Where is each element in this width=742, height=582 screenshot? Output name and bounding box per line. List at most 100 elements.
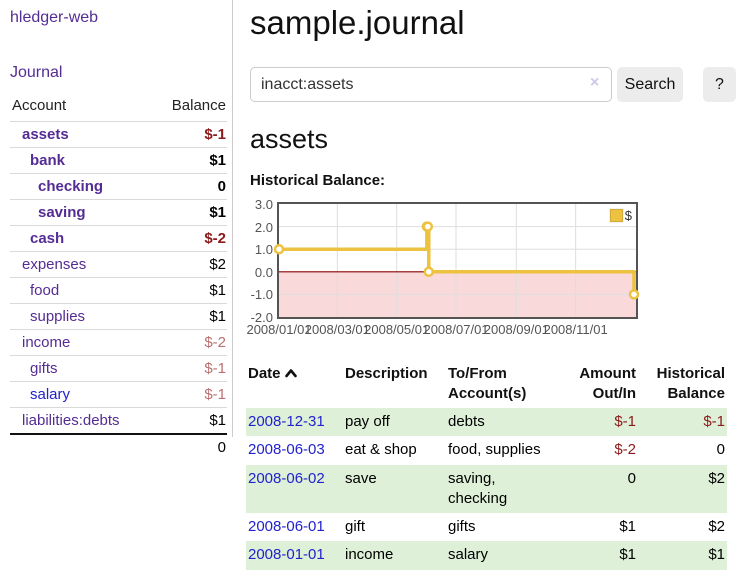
account-balance-table: Account Balance assets $-1 bank $1 check… xyxy=(10,95,227,460)
account-balance: $1 xyxy=(154,199,227,226)
transaction-row: 2008-06-03 eat & shop food, supplies $-2… xyxy=(246,436,727,464)
account-balance: $2 xyxy=(154,251,227,278)
description-column-header: Description xyxy=(345,365,428,382)
clear-search-icon[interactable]: × xyxy=(590,74,600,91)
transaction-accounts: gifts xyxy=(448,518,476,535)
account-row: food $1 xyxy=(10,277,227,304)
transaction-date-link[interactable]: 2008-12-31 xyxy=(248,413,325,430)
sidebar-account-expenses[interactable]: expenses xyxy=(22,256,87,273)
sidebar-account-salary[interactable]: salary xyxy=(30,386,71,403)
transaction-description: save xyxy=(345,469,377,487)
chart-title: Historical Balance: xyxy=(250,172,386,189)
sidebar-account-bank[interactable]: bank xyxy=(30,152,66,169)
transaction-accounts: saving, checking xyxy=(448,469,508,507)
sidebar-account-liabilities-debts[interactable]: liabilities:debts xyxy=(22,412,120,429)
account-row: gifts $-1 xyxy=(10,355,227,382)
search-button[interactable]: Search xyxy=(617,67,683,102)
account-balance: $1 xyxy=(154,303,227,330)
y-axis-tick-label: -2.0 xyxy=(250,310,273,325)
register-header-row: Date Description To/From Account(s) Amou… xyxy=(246,361,727,408)
balance-column-header: Balance xyxy=(171,97,226,114)
account-balance: $-2 xyxy=(154,329,227,356)
help-button[interactable]: ? xyxy=(703,67,736,102)
sidebar-account-cash[interactable]: cash xyxy=(30,230,65,247)
accounts-total-value: 0 xyxy=(154,433,227,460)
transaction-row: 2008-06-01 gift gifts $1 $2 xyxy=(246,513,727,541)
transaction-balance: $-1 xyxy=(703,413,725,430)
search-form: × Search ? xyxy=(250,67,742,102)
account-row: supplies $1 xyxy=(10,303,227,330)
transaction-row: 2008-12-31 pay off debts $-1 $-1 xyxy=(246,408,727,437)
transaction-amount: 0 xyxy=(627,469,636,487)
sidebar-account-checking[interactable]: checking xyxy=(38,178,104,195)
transaction-amount: $1 xyxy=(619,546,636,564)
y-axis-tick-label: 0.0 xyxy=(254,264,273,280)
main-content: sample.journal × Search ? assets Histori… xyxy=(246,0,742,570)
account-row: expenses $2 xyxy=(10,251,227,278)
y-axis-tick-label: 3.0 xyxy=(254,197,273,212)
legend-swatch-icon xyxy=(609,209,623,222)
account-balance: $-1 xyxy=(154,121,227,148)
y-axis-tick-label: 2.0 xyxy=(254,219,273,235)
chart-legend: $ xyxy=(609,208,632,223)
account-balance: $1 xyxy=(154,407,227,434)
transaction-description: eat & shop xyxy=(345,441,417,459)
sidebar-account-saving[interactable]: saving xyxy=(38,204,86,221)
transaction-date-link[interactable]: 2008-06-01 xyxy=(248,518,325,535)
legend-series-label: $ xyxy=(624,208,632,223)
account-column-header: To/From Account(s) xyxy=(448,365,527,402)
accounts-total-row: 0 xyxy=(10,433,227,460)
sidebar-account-assets[interactable]: assets xyxy=(22,126,69,143)
account-row: income $-2 xyxy=(10,329,227,356)
sidebar: hledger-web Journal Account Balance asse… xyxy=(0,0,233,460)
register-table: Date Description To/From Account(s) Amou… xyxy=(246,361,727,570)
sidebar-account-gifts[interactable]: gifts xyxy=(30,360,58,377)
transaction-balance: $1 xyxy=(708,546,725,564)
search-input[interactable] xyxy=(250,67,612,102)
x-axis-tick-label: 2008/03/01 xyxy=(304,322,370,337)
account-row: bank $1 xyxy=(10,147,227,174)
y-axis-tick-label: -1.0 xyxy=(250,287,273,303)
account-balance: $-2 xyxy=(154,225,227,252)
account-heading: assets xyxy=(250,124,329,154)
sidebar-account-supplies[interactable]: supplies xyxy=(30,308,86,325)
sidebar-item-journal[interactable]: Journal xyxy=(10,64,63,81)
account-row: saving $1 xyxy=(10,199,227,226)
sort-ascending-icon xyxy=(284,369,297,378)
x-axis-tick-label: 2008/09/01 xyxy=(483,322,549,337)
transaction-row: 2008-01-01 income salary $1 $1 xyxy=(246,541,727,570)
sidebar-account-income[interactable]: income xyxy=(22,334,71,351)
y-axis-tick-label: 1.0 xyxy=(254,242,273,258)
chart-x-axis-labels: 2008/01/01 2008/03/01 2008/05/01 2008/07/01… xyxy=(246,322,742,339)
account-balance: $-1 xyxy=(154,381,227,408)
transaction-amount: $-1 xyxy=(614,413,636,430)
transaction-accounts: food, supplies xyxy=(448,441,541,459)
transaction-balance: 0 xyxy=(716,441,725,459)
transaction-date-link[interactable]: 2008-01-01 xyxy=(248,546,325,564)
account-row: liabilities:debts $1 xyxy=(10,407,227,434)
transaction-description: pay off xyxy=(345,413,390,430)
transaction-date-link[interactable]: 2008-06-02 xyxy=(248,469,325,487)
page-title: sample.journal xyxy=(250,4,465,41)
date-column-header[interactable]: Date xyxy=(246,361,343,408)
account-balance: $-1 xyxy=(154,355,227,382)
account-row: checking 0 xyxy=(10,173,227,200)
account-balance: $1 xyxy=(154,277,227,304)
transaction-date-link[interactable]: 2008-06-03 xyxy=(248,441,325,459)
balance-column-header: Historical Balance xyxy=(656,365,725,402)
chart-plot-area: $ xyxy=(273,202,640,319)
account-row: assets $-1 xyxy=(10,121,227,148)
app-brand-link[interactable]: hledger-web xyxy=(10,9,99,26)
account-balance: 0 xyxy=(154,173,227,200)
sidebar-account-food[interactable]: food xyxy=(30,282,60,299)
account-balance: $1 xyxy=(154,147,227,174)
transaction-description: gift xyxy=(345,518,366,535)
historical-balance-chart: 3.0 2.0 1.0 0.0 -1.0 -2.0 $ 2008/01/01 2008/03… xyxy=(241,197,742,339)
transaction-description: income xyxy=(345,546,394,564)
x-axis-tick-label: 2008/01/01 xyxy=(246,322,312,337)
account-row: salary $-1 xyxy=(10,381,227,408)
account-row: cash $-2 xyxy=(10,225,227,252)
transaction-amount: $1 xyxy=(619,518,636,535)
transaction-amount: $-2 xyxy=(614,441,636,459)
x-axis-tick-label: 2008/05/01 xyxy=(364,322,430,337)
